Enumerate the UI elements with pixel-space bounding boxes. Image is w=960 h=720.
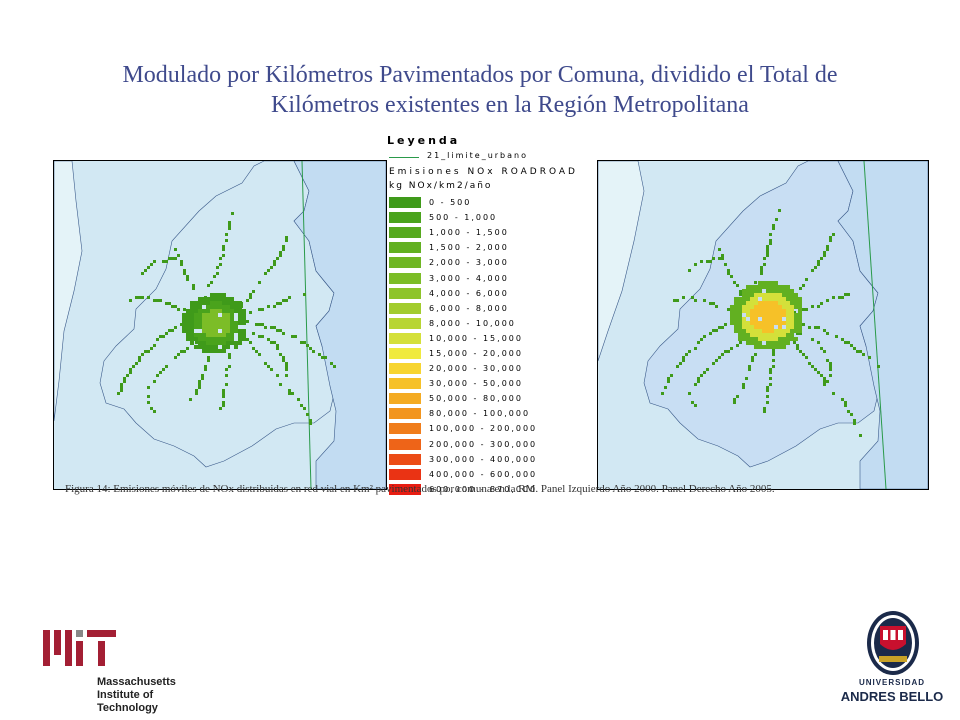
limit-line: [301, 161, 312, 489]
map-legend: Leyenda 21_limite_urbano Emisiones NOx R…: [387, 130, 597, 495]
legend-class-row: 600,000 - 870,000: [389, 482, 537, 497]
outer-region-left: [598, 161, 645, 362]
unit-label: kg NOx/km2/año: [389, 181, 493, 191]
title-line-1: Modulado por Kilómetros Pavimentados por…: [122, 62, 838, 88]
legend-swatch: [389, 287, 421, 299]
legend-class-row: 20,000 - 30,000: [389, 361, 537, 376]
title-line-2: Kilómetros existentes en la Región Metro…: [271, 92, 749, 118]
legend-class-label: 600,000 - 870,000: [429, 484, 538, 494]
legend-class-label: 50,000 - 80,000: [429, 394, 523, 404]
limit-line-symbol: [389, 157, 419, 158]
legend-class-label: 15,000 - 20,000: [429, 348, 523, 358]
map-2000-svg: [54, 161, 386, 489]
legend-class-row: 200,000 - 300,000: [389, 437, 537, 452]
limit-line: [863, 161, 887, 489]
legend-swatch: [389, 227, 421, 239]
legend-swatch: [389, 438, 421, 450]
legend-class-row: 300,000 - 400,000: [389, 452, 537, 467]
legend-swatch: [389, 453, 421, 465]
legend-class-row: 6,000 - 8,000: [389, 301, 537, 316]
legend-title: Leyenda: [387, 134, 461, 147]
mit-wordmark: Massachusetts Institute of Technology: [97, 676, 176, 714]
legend-class-label: 6,000 - 8,000: [429, 303, 509, 313]
legend-class-row: 30,000 - 50,000: [389, 376, 537, 391]
legend-class-label: 20,000 - 30,000: [429, 364, 523, 374]
unab-wordmark-top: UNIVERSIDAD: [858, 678, 926, 687]
limit-line-label: 21_limite_urbano: [427, 151, 529, 160]
outer-region-right: [837, 161, 928, 489]
legend-class-label: 0 - 500: [429, 198, 472, 208]
legend-swatch: [389, 363, 421, 375]
legend-swatch: [389, 317, 421, 329]
legend-class-label: 300,000 - 400,000: [429, 454, 538, 464]
legend-class-label: 10,000 - 15,000: [429, 333, 523, 343]
legend-swatch: [389, 408, 421, 420]
legend-swatch: [389, 393, 421, 405]
legend-swatch: [389, 257, 421, 269]
legend-classes: 0 - 500 500 - 1,000 1,000 - 1,500 1,500 - 2…: [389, 195, 537, 497]
figure-caption: Figura 14: Emisiones móviles de NOx dist…: [65, 483, 775, 495]
outer-region-left: [54, 161, 83, 422]
legend-swatch: [389, 212, 421, 224]
legend-class-row: 10,000 - 15,000: [389, 331, 537, 346]
legend-class-row: 8,000 - 10,000: [389, 316, 537, 331]
road-network-2005: [661, 209, 880, 437]
legend-class-row: 15,000 - 20,000: [389, 346, 537, 361]
legend-class-row: 3,000 - 4,000: [389, 270, 537, 285]
legend-class-label: 4,000 - 6,000: [429, 288, 509, 298]
legend-swatch: [389, 378, 421, 390]
legend-class-label: 2,000 - 3,000: [429, 258, 509, 268]
legend-class-row: 1,000 - 1,500: [389, 225, 537, 240]
legend-class-row: 400,000 - 600,000: [389, 467, 537, 482]
legend-swatch: [389, 302, 421, 314]
legend-class-row: 2,000 - 3,000: [389, 255, 537, 270]
legend-class-row: 100,000 - 200,000: [389, 421, 537, 436]
legend-class-label: 8,000 - 10,000: [429, 318, 516, 328]
legend-swatch: [389, 468, 421, 480]
outer-region-right: [293, 161, 386, 489]
legend-class-row: 500 - 1,000: [389, 210, 537, 225]
legend-class-label: 1,000 - 1,500: [429, 228, 509, 238]
layer-label: Emisiones NOx ROADROAD: [389, 167, 578, 177]
legend-class-label: 200,000 - 300,000: [429, 439, 538, 449]
legend-class-row: 4,000 - 6,000: [389, 286, 537, 301]
legend-swatch: [389, 332, 421, 344]
road-network-2000: [117, 212, 336, 425]
map-panel-2005: [597, 160, 929, 490]
unab-seal-icon: [867, 611, 919, 675]
legend-swatch: [389, 272, 421, 284]
legend-class-row: 50,000 - 80,000: [389, 391, 537, 406]
legend-class-label: 1,500 - 2,000: [429, 243, 509, 253]
map-2005-svg: [598, 161, 928, 489]
legend-swatch: [389, 423, 421, 435]
map-panel-2000: [53, 160, 387, 490]
legend-class-label: 30,000 - 50,000: [429, 379, 523, 389]
legend-class-label: 80,000 - 100,000: [429, 409, 531, 419]
mit-logo-icon: [43, 630, 116, 666]
legend-class-row: 0 - 500: [389, 195, 537, 210]
slide-title: Modulado por Kilómetros Pavimentados por…: [40, 60, 920, 120]
legend-class-label: 500 - 1,000: [429, 213, 498, 223]
legend-class-label: 400,000 - 600,000: [429, 469, 538, 479]
unab-wordmark-main: ANDRES BELLO: [840, 689, 944, 704]
legend-swatch: [389, 197, 421, 209]
legend-class-label: 100,000 - 200,000: [429, 424, 538, 434]
legend-class-row: 1,500 - 2,000: [389, 240, 537, 255]
legend-swatch: [389, 347, 421, 359]
legend-class-label: 3,000 - 4,000: [429, 273, 509, 283]
legend-class-row: 80,000 - 100,000: [389, 406, 537, 421]
legend-swatch: [389, 483, 421, 495]
legend-swatch: [389, 242, 421, 254]
